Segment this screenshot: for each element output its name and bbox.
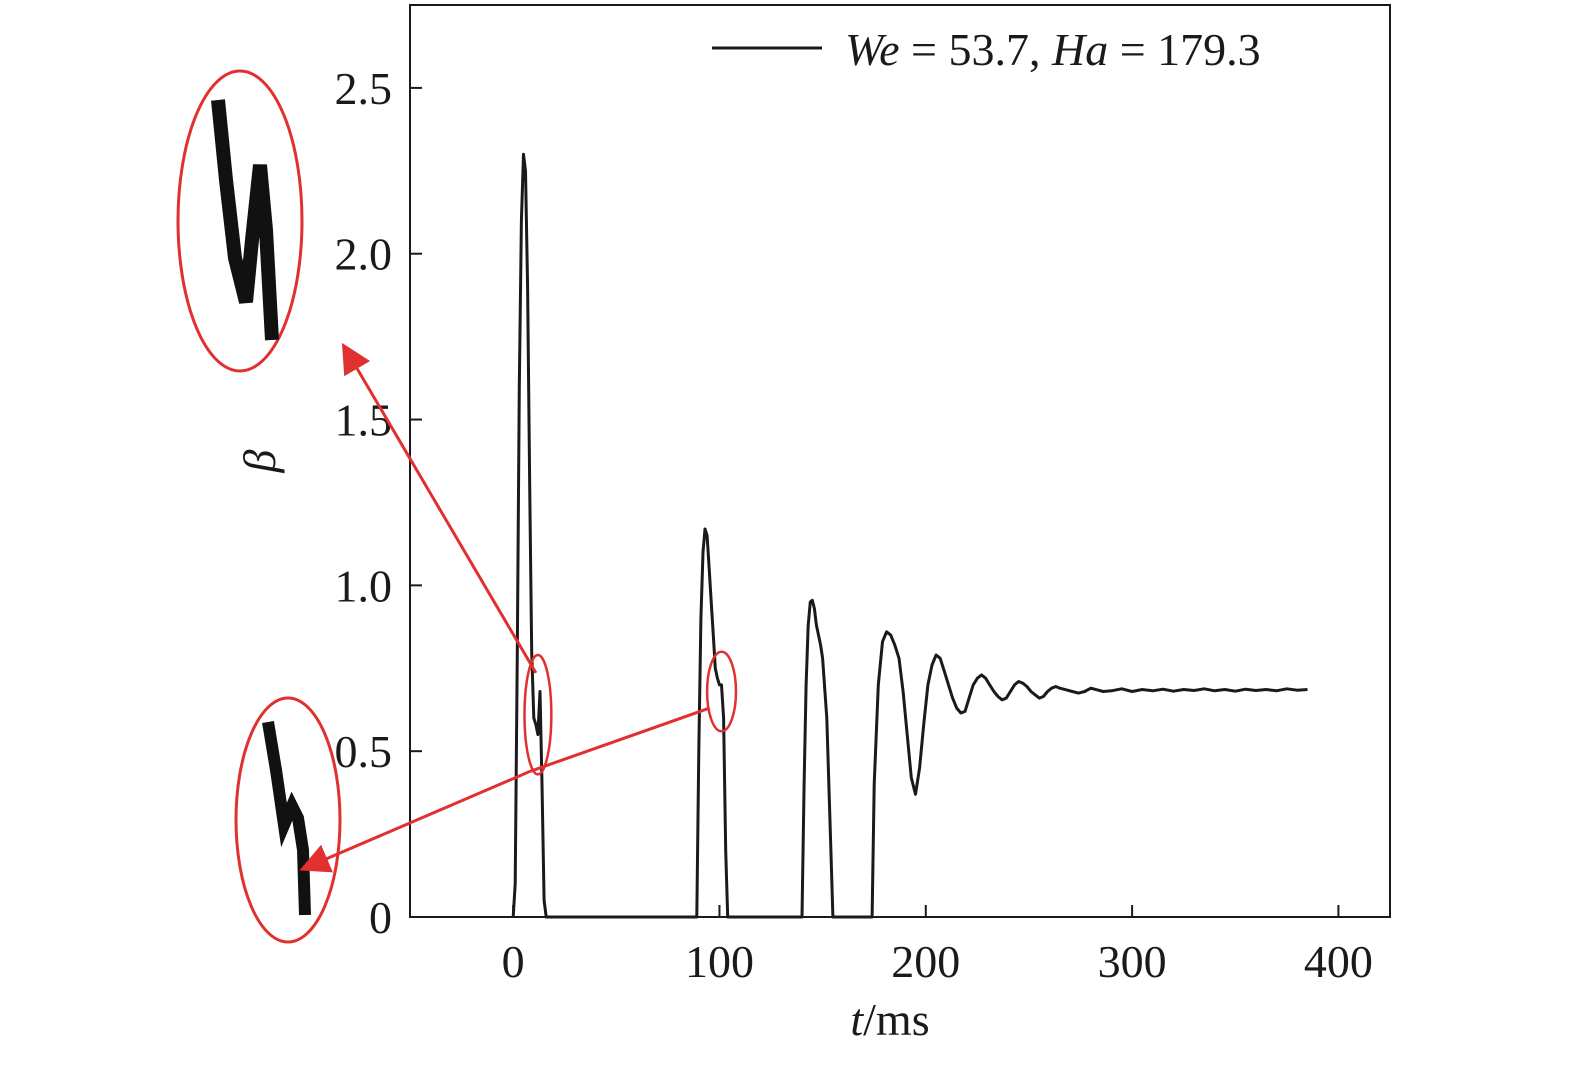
x-axis-title: t/ms bbox=[850, 994, 929, 1045]
annotation-layer bbox=[299, 342, 738, 873]
plot-frame bbox=[409, 4, 1391, 918]
zoom-inset-upper-ellipse bbox=[176, 69, 304, 373]
y-tick-label: 2.0 bbox=[335, 229, 393, 280]
x-tick-label: 300 bbox=[1098, 936, 1167, 987]
series-layer bbox=[511, 152, 1308, 919]
y-tick-label: 0.5 bbox=[335, 726, 393, 777]
arrow-to-lower-inset bbox=[299, 770, 531, 873]
x-tick-label: 0 bbox=[502, 936, 525, 987]
zoom-insets-layer bbox=[176, 69, 342, 944]
highlight-ellipse-1 bbox=[705, 650, 738, 733]
x-axis-variable: t bbox=[850, 994, 864, 1045]
arrow-connector bbox=[529, 706, 711, 773]
legend-label: We = 53.7, Ha = 179.3 bbox=[845, 24, 1261, 75]
y-tick-label: 1.5 bbox=[335, 395, 393, 446]
y-axis-title: β bbox=[234, 449, 285, 473]
highlight-ellipse-0 bbox=[523, 653, 553, 776]
zoom-inset-upper-curve bbox=[211, 99, 279, 341]
y-tick-label: 1.0 bbox=[335, 560, 393, 611]
zoom-inset-lower-curve bbox=[262, 721, 311, 916]
arrow-to-upper-inset bbox=[341, 342, 538, 674]
y-tick-label: 2.5 bbox=[335, 63, 393, 114]
axes-layer: 0 100 200 300 400 0 0.5 1.0 1.5 2.0 2.5 t/ms β bbox=[234, 4, 1391, 1045]
series-line-0 bbox=[511, 152, 1308, 919]
x-tick-label: 200 bbox=[891, 936, 960, 987]
x-axis-unit: /ms bbox=[863, 994, 929, 1045]
x-tick-label: 100 bbox=[685, 936, 754, 987]
zoom-inset-lower-ellipse bbox=[234, 696, 342, 944]
x-tick-label: 400 bbox=[1304, 936, 1373, 987]
y-tick-label: 0 bbox=[369, 892, 392, 943]
legend: We = 53.7, Ha = 179.3 bbox=[712, 24, 1261, 75]
